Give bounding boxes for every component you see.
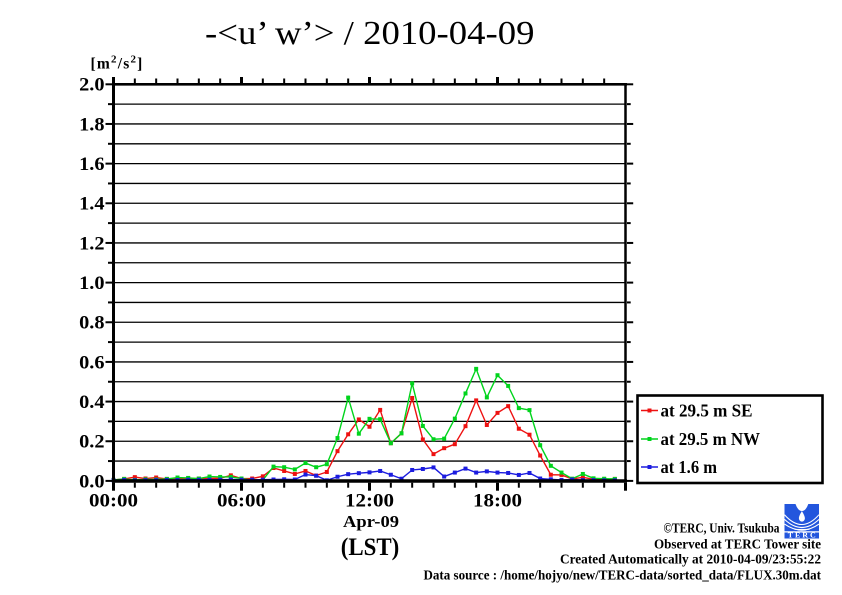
svg-text:06:00: 06:00 — [217, 491, 266, 512]
svg-text:[m2/s2]: [m2/s2] — [91, 54, 144, 73]
svg-text:1.8: 1.8 — [79, 114, 104, 135]
svg-text:1.6: 1.6 — [79, 154, 104, 175]
svg-text:0.4: 0.4 — [79, 392, 105, 413]
svg-text:12:00: 12:00 — [345, 491, 394, 512]
svg-text:0.0: 0.0 — [79, 471, 104, 492]
svg-text:0.6: 0.6 — [79, 352, 104, 373]
svg-text:©TERC, Univ. Tsukuba: ©TERC, Univ. Tsukuba — [664, 521, 780, 536]
svg-text:1.2: 1.2 — [79, 233, 104, 254]
svg-text:18:00: 18:00 — [473, 491, 522, 512]
svg-text:1.4: 1.4 — [79, 194, 105, 215]
svg-text:1.0: 1.0 — [79, 273, 104, 294]
svg-text:2.0: 2.0 — [79, 75, 104, 96]
svg-text:Created Automatically at 2010-: Created Automatically at 2010-04-09/23:5… — [560, 552, 821, 567]
svg-text:at 29.5 m NW: at 29.5 m NW — [661, 429, 761, 449]
svg-text:at 29.5 m SE: at 29.5 m SE — [661, 401, 753, 421]
svg-text:-<u’ w’> / 2010-04-09: -<u’ w’> / 2010-04-09 — [205, 15, 535, 52]
svg-text:Apr-09: Apr-09 — [343, 512, 399, 531]
svg-text:at 1.6 m: at 1.6 m — [661, 457, 718, 477]
svg-text:00:00: 00:00 — [89, 491, 138, 512]
svg-text:(LST): (LST) — [341, 534, 400, 561]
svg-text:Data source : /home/hojyo/new/: Data source : /home/hojyo/new/TERC-data/… — [424, 568, 822, 583]
svg-text:Observed at TERC Tower site: Observed at TERC Tower site — [654, 537, 821, 552]
svg-text:T E R C: T E R C — [788, 531, 816, 540]
svg-text:0.2: 0.2 — [79, 432, 104, 453]
svg-text:0.8: 0.8 — [79, 313, 104, 334]
